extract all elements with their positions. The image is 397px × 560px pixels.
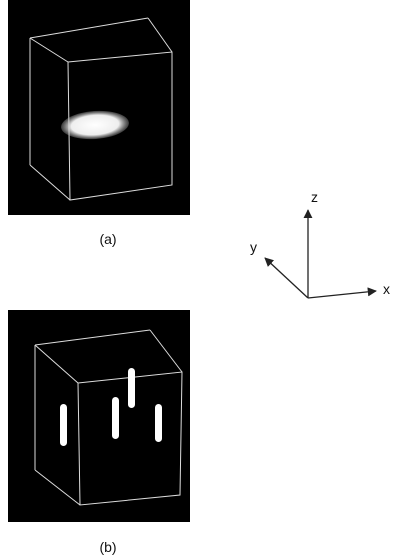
panel-a	[8, 0, 190, 215]
axis-label: z	[311, 189, 318, 205]
panel-label: (b)	[99, 539, 116, 555]
figure: (a) (b) z x y	[0, 0, 397, 555]
axes-diagram	[265, 210, 376, 298]
panel-label: (a)	[99, 231, 116, 247]
axis-label: y	[250, 239, 257, 255]
panel-b	[8, 310, 190, 522]
page: (a) (b) z x y (() => { const data = JSON…	[0, 0, 397, 555]
panel-background	[8, 0, 190, 215]
axis-label: x	[383, 281, 390, 297]
